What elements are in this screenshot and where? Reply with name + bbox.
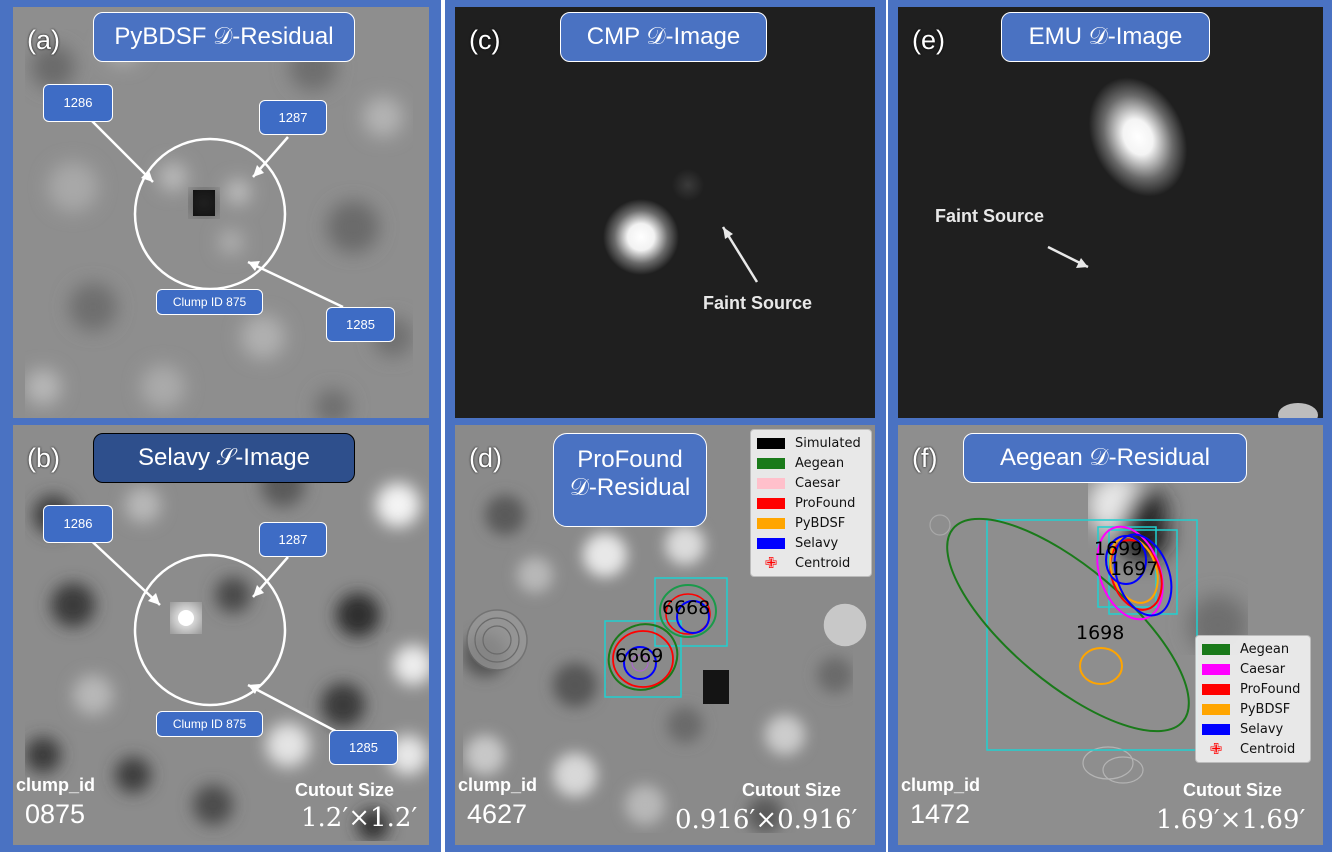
source-label: 1698 (1076, 622, 1125, 644)
centroid-marker-icon: ✙ (1209, 739, 1223, 758)
legend-entry: PyBDSF (757, 513, 865, 533)
clump-id-value: 0875 (25, 799, 86, 829)
cutout-size-label: Cutout Size (742, 780, 841, 800)
clump-id-label: clump_id (901, 775, 981, 795)
emu-image-e (898, 7, 1323, 418)
faint-source-annotation: Faint Source (935, 206, 1045, 226)
cutout-size-value: 0.916′×0.916′ (675, 805, 858, 835)
panel-letter: (b) (27, 443, 60, 473)
panel-title: CMP 𝒟-Image (560, 12, 767, 62)
legend-swatch (1202, 683, 1230, 695)
cmp-image-c (455, 7, 875, 418)
clump-id-label: Clump ID 875 (156, 711, 263, 737)
clump-id-label: clump_id (458, 775, 538, 795)
legend-entry: Selavy (757, 533, 865, 553)
source-label: 6668 (662, 597, 711, 619)
legend: Aegean Caesar ProFound PyBDSF Selavy ✙ Centroi… (1195, 635, 1311, 763)
panel-title: ProFound 𝒟-Residual (553, 433, 707, 527)
legend-swatch (757, 517, 785, 529)
legend-label: Aegean (795, 455, 845, 471)
column-1: (a) PyBDSF 𝒟-Residual 1286 1287 1285 Clu… (0, 0, 441, 852)
legend-entry: ProFound (757, 493, 865, 513)
legend-entry: Simulated (757, 433, 865, 453)
source-label: 1697 (1110, 558, 1159, 580)
legend-entry: Selavy (1202, 719, 1304, 739)
callout-1286: 1286 (43, 505, 113, 543)
legend-label: Selavy (795, 535, 839, 551)
legend-entry: PyBDSF (1202, 699, 1304, 719)
panel-title-line2: 𝒟-Residual (569, 474, 691, 501)
legend-label: Selavy (1240, 721, 1284, 737)
legend-label: Centroid (795, 555, 851, 571)
legend-entry: Aegean (757, 453, 865, 473)
callout-1286: 1286 (43, 84, 113, 122)
callout-1287: 1287 (259, 100, 327, 135)
panel-letter: (e) (912, 25, 945, 55)
legend-swatch (1202, 643, 1230, 655)
panel-title: Aegean 𝒟-Residual (963, 433, 1247, 483)
source-label: 6669 (615, 645, 664, 667)
callout-1285: 1285 (329, 730, 398, 765)
legend-swatch (757, 477, 785, 489)
clump-id-value: 1472 (910, 799, 971, 829)
legend-swatch (757, 537, 785, 549)
panel-c: (c) CMP 𝒟-Image Faint Source (455, 7, 875, 418)
panel-letter: (f) (912, 443, 938, 473)
panel-title: PyBDSF 𝒟-Residual (93, 12, 355, 62)
legend-label: Caesar (1240, 661, 1286, 677)
panel-letter: (d) (469, 443, 502, 473)
panel-e: (e) EMU 𝒟-Image Faint Source (898, 7, 1323, 418)
legend-label: Simulated (795, 435, 861, 451)
cutout-size-label: Cutout Size (1183, 780, 1282, 800)
aegean-residual-f (898, 425, 1323, 845)
selavy-image-b (13, 425, 429, 845)
cutout-size-label: Cutout Size (295, 780, 394, 800)
legend-swatch (757, 457, 785, 469)
legend-swatch (757, 497, 785, 509)
column-3: (e) EMU 𝒟-Image Faint Source (888, 0, 1332, 852)
clump-id-value: 4627 (467, 799, 528, 829)
callout-1285: 1285 (326, 307, 395, 342)
legend-label: ProFound (1240, 681, 1301, 697)
faint-source-annotation: Faint Source (703, 293, 813, 313)
legend-swatch (1202, 703, 1230, 715)
source-label: 1699 (1094, 538, 1143, 560)
legend-entry: Caesar (757, 473, 865, 493)
legend-entry: Caesar (1202, 659, 1304, 679)
clump-id-label: clump_id (16, 775, 96, 795)
panel-letter: (c) (469, 25, 501, 55)
legend-entry: ✙ Centroid (757, 553, 865, 573)
cutout-size-value: 1.69′×1.69′ (1156, 805, 1306, 835)
legend-entry: ProFound (1202, 679, 1304, 699)
centroid-marker-icon: ✙ (764, 553, 778, 572)
legend-entry: Aegean (1202, 639, 1304, 659)
legend-label: Caesar (795, 475, 841, 491)
legend-swatch (757, 437, 785, 449)
legend-label: Centroid (1240, 741, 1296, 757)
panel-letter: (a) (27, 25, 60, 55)
legend-swatch (1202, 663, 1230, 675)
panel-title: EMU 𝒟-Image (1001, 12, 1210, 62)
panel-b: (b) Selavy 𝒮-Image 1286 1287 1285 Clump … (13, 425, 429, 845)
legend-swatch (1202, 723, 1230, 735)
panel-a: (a) PyBDSF 𝒟-Residual 1286 1287 1285 Clu… (13, 7, 429, 418)
legend-label: Aegean (1240, 641, 1290, 657)
column-2: (c) CMP 𝒟-Image Faint Source (445, 0, 886, 852)
panel-d: (d) ProFound 𝒟-Residual 6668 6669 Simula… (455, 425, 875, 845)
legend-label: ProFound (795, 495, 856, 511)
callout-1287: 1287 (259, 522, 327, 557)
cutout-size-value: 1.2′×1.2′ (301, 803, 418, 833)
residual-image-a (13, 7, 429, 418)
panel-title-line1: ProFound (577, 446, 683, 473)
clump-id-label: Clump ID 875 (156, 289, 263, 315)
legend-label: PyBDSF (795, 515, 846, 531)
panel-f: (f) Aegean 𝒟-Residual 1699 1697 1698 Aeg… (898, 425, 1323, 845)
legend: Simulated Aegean Caesar ProFound PyBDSF Selav… (750, 429, 872, 577)
legend-entry: ✙ Centroid (1202, 739, 1304, 759)
panel-title: Selavy 𝒮-Image (93, 433, 355, 483)
legend-label: PyBDSF (1240, 701, 1291, 717)
